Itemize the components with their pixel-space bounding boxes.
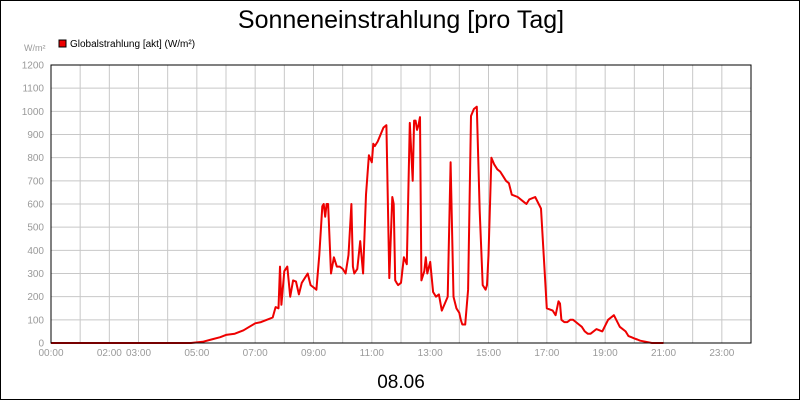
x-tick-label: 02:00	[97, 348, 122, 359]
x-tick-label: 13:00	[418, 348, 443, 359]
y-tick-label: 600	[27, 200, 44, 211]
x-tick-label: 00:00	[38, 348, 63, 359]
legend-label: Globalstrahlung [akt] (W/m²)	[70, 39, 195, 50]
x-axis-ticks: 00:00 02:00 03:00 05:00 07:00 09:00 11:00 13:00…	[38, 348, 734, 359]
y-tick-label: 800	[27, 153, 44, 164]
y-tick-label: 400	[27, 246, 44, 257]
y-tick-label: 900	[27, 130, 44, 141]
x-tick-label: 15:00	[476, 348, 501, 359]
y-tick-label: 0	[38, 339, 44, 350]
y-tick-label: 700	[27, 176, 44, 187]
y-tick-label: 200	[27, 292, 44, 303]
y-tick-label: 100	[27, 315, 44, 326]
y-axis-ticks: 0 100 200 300 400 500 600 700 800 900 1000 1100 1200	[22, 61, 45, 350]
x-tick-label: 17:00	[534, 348, 559, 359]
y-tick-label: 1200	[22, 61, 45, 72]
y-tick-label: 1100	[22, 84, 44, 95]
x-tick-label: 21:00	[651, 348, 676, 359]
plot-border	[50, 64, 752, 344]
y-tick-label: 1000	[22, 107, 45, 118]
x-tick-label: 05:00	[184, 348, 209, 359]
x-axis-date-label: 08.06	[377, 372, 425, 393]
series-line-globalstrahlung	[51, 105, 664, 344]
x-tick-label: 23:00	[709, 348, 734, 359]
legend-swatch	[58, 39, 67, 48]
x-tick-label: 11:00	[360, 348, 385, 359]
x-tick-label: 07:00	[243, 348, 268, 359]
y-tick-label: 300	[27, 269, 44, 280]
y-tick-label: 500	[27, 223, 44, 234]
chart-title: Sonneneinstrahlung [pro Tag]	[238, 6, 564, 34]
series-layer	[51, 105, 664, 344]
x-tick-label: 03:00	[126, 348, 151, 359]
x-tick-label: 09:00	[301, 348, 326, 359]
y-axis-unit-label: W/m²	[24, 43, 46, 53]
grid	[51, 65, 751, 343]
x-tick-label: 19:00	[593, 348, 618, 359]
